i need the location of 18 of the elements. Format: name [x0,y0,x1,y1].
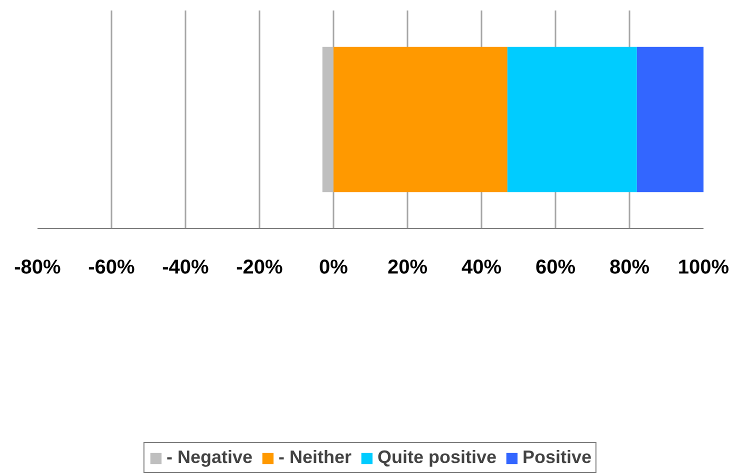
bar [636,46,704,192]
x-tick-label: 20% [387,256,428,278]
legend-label: - Neither [278,447,352,468]
x-tick-label: -40% [162,256,210,278]
x-tick-label: -20% [236,256,284,278]
x-tick-label: 80% [609,256,650,278]
legend-label: - Negative [166,447,252,468]
x-tick-label: 60% [535,256,576,278]
x-tick-label: -60% [88,256,136,278]
bar [507,46,637,192]
legend-label: Positive [522,447,592,468]
x-tick-label: 0% [319,256,348,278]
x-tick-label: 100% [678,256,730,278]
x-tick-label: 40% [461,256,502,278]
bar [334,46,508,192]
bar [322,46,334,192]
x-tick-label: -80% [14,256,62,278]
legend-label: Quite positive [377,447,497,468]
